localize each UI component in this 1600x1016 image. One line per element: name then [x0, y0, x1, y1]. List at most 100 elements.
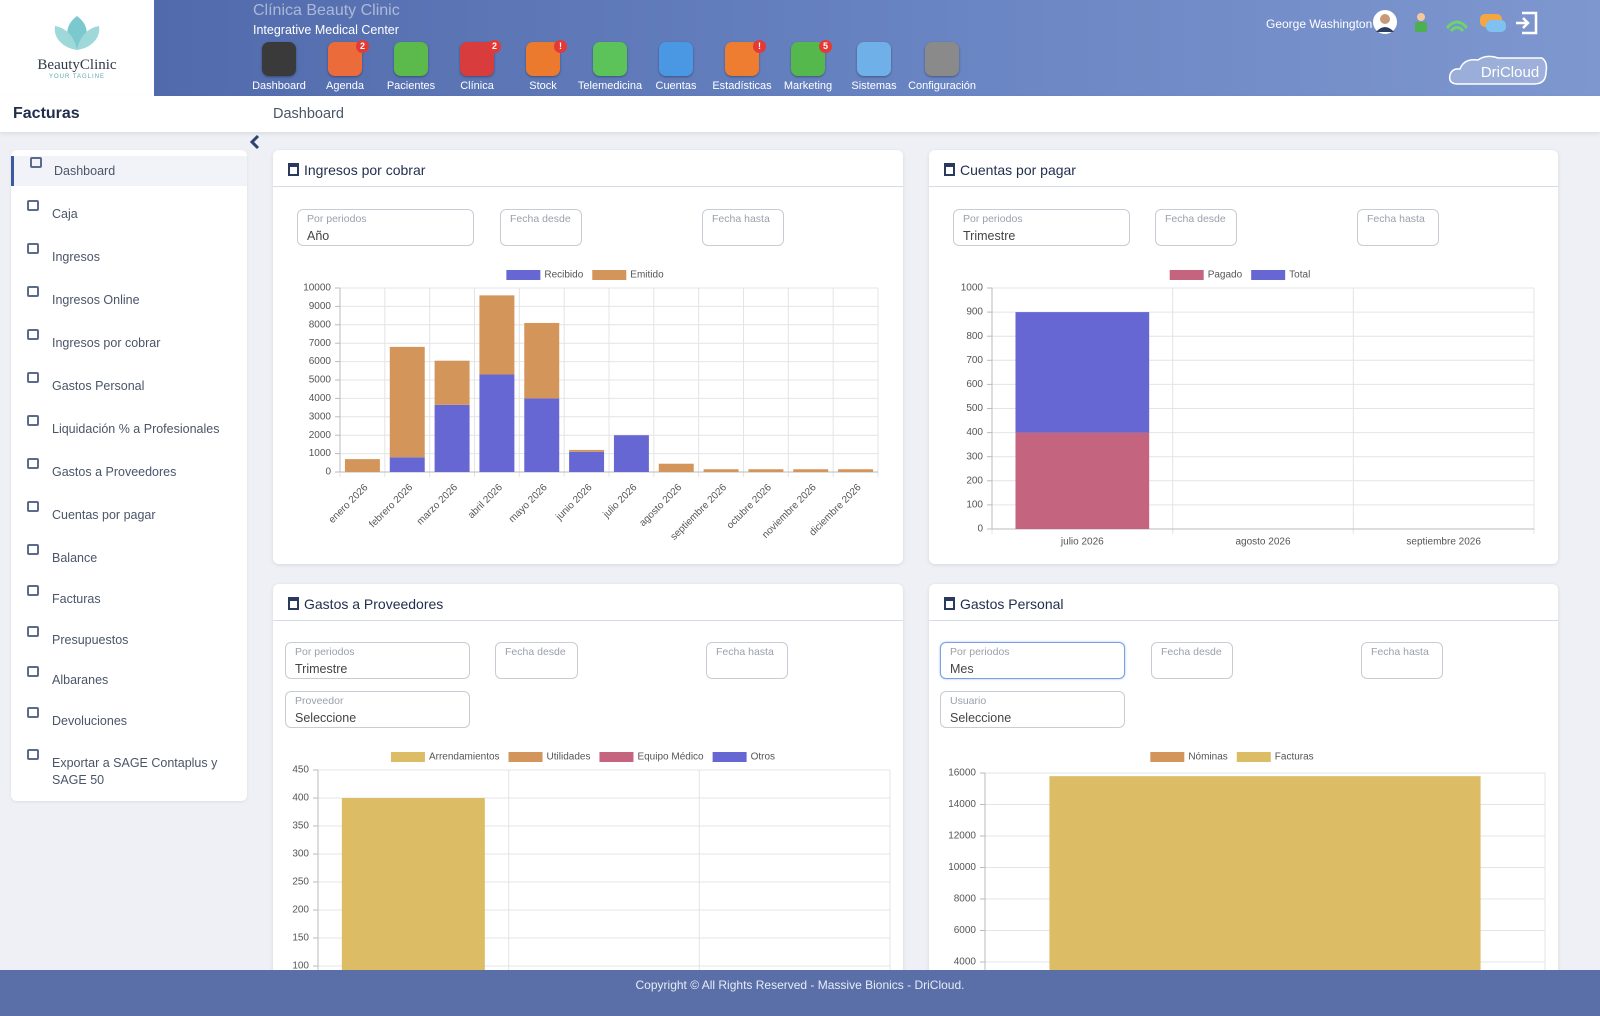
nav-item[interactable]: Dashboard: [244, 42, 314, 92]
card-rule: [929, 186, 1558, 187]
bar-segment: [1015, 312, 1150, 433]
filter-field[interactable]: Proveedor Seleccione: [285, 691, 470, 728]
nav-item[interactable]: 2 Agenda: [310, 40, 380, 92]
sidebar-item[interactable]: Cuentas por pagar: [11, 500, 247, 530]
bar-segment: [434, 404, 470, 472]
nav-label: Stock: [529, 80, 557, 92]
field-value: Seleccione: [950, 711, 1012, 725]
y-tick-label: 16000: [948, 768, 976, 779]
legend-label: Nóminas: [1188, 752, 1227, 763]
nav-icon: [262, 42, 296, 76]
sidebar-icon: [27, 243, 39, 254]
sidebar-label: Gastos Personal: [52, 379, 145, 393]
nav-label: Agenda: [326, 80, 364, 92]
y-tick-label: 800: [966, 331, 983, 342]
sidebar-item[interactable]: Ingresos: [11, 242, 247, 272]
nav-item[interactable]: ! Stock: [508, 40, 578, 92]
logo-icon: [54, 16, 100, 50]
sidebar-item[interactable]: Devoluciones: [11, 706, 247, 736]
user-name[interactable]: George Washington: [1266, 17, 1373, 31]
x-tick-label: agosto 2026: [638, 482, 685, 529]
sidebar-label: Presupuestos: [52, 633, 129, 647]
nav-icon: [925, 42, 959, 76]
sidebar-item[interactable]: Ingresos por cobrar: [11, 328, 247, 358]
sidebar-label: Facturas: [52, 592, 101, 606]
sidebar-label: Exportar a SAGE Contaplus y SAGE 50: [52, 756, 218, 787]
legend-swatch: [599, 752, 634, 762]
filter-field[interactable]: Por periodos Año: [297, 209, 474, 246]
y-tick-label: 4000: [309, 393, 332, 404]
nav-item[interactable]: Configuración: [907, 42, 977, 92]
filter-field[interactable]: Fecha hasta: [706, 642, 788, 679]
field-label: Fecha desde: [1161, 646, 1222, 658]
sidebar-item[interactable]: Gastos a Proveedores: [11, 457, 247, 487]
nav-item[interactable]: 2 Clínica: [442, 40, 512, 92]
y-tick-label: 300: [966, 451, 983, 462]
brand-name: DriCloud: [1481, 64, 1539, 81]
sidebar-item[interactable]: Facturas: [11, 584, 247, 614]
y-tick-label: 2000: [309, 430, 332, 441]
field-label: Usuario: [950, 695, 987, 707]
legend: Recibido Emitido: [506, 270, 664, 281]
logo-tagline: YOUR TAGLINE: [48, 74, 106, 80]
filter-field[interactable]: Fecha desde: [500, 209, 582, 246]
sidebar-item[interactable]: Exportar a SAGE Contaplus y SAGE 50: [11, 748, 247, 794]
card-rule: [273, 620, 903, 621]
filter-field[interactable]: Por periodos Trimestre: [953, 209, 1130, 246]
card-title: Gastos a Proveedores: [304, 596, 444, 612]
filter-field[interactable]: Fecha hasta: [702, 209, 784, 246]
sidebar-item[interactable]: Albaranes: [11, 665, 247, 695]
nav-icon: !: [725, 40, 766, 76]
x-tick-label: marzo 2026: [415, 482, 460, 527]
sidebar-item[interactable]: Presupuestos: [11, 625, 247, 655]
legend-swatch: [508, 752, 543, 762]
legend-label: Otros: [751, 752, 775, 763]
filter-field[interactable]: Fecha hasta: [1361, 642, 1443, 679]
filter-field[interactable]: Fecha desde: [495, 642, 578, 679]
sidebar-item[interactable]: Dashboard: [11, 156, 247, 186]
nav-item[interactable]: Telemedicina: [575, 42, 645, 92]
sidebar-icon: [27, 666, 39, 677]
sidebar-item[interactable]: Caja: [11, 199, 247, 229]
sidebar-item[interactable]: Gastos Personal: [11, 371, 247, 401]
filter-field[interactable]: Por periodos Trimestre: [285, 642, 470, 679]
field-label: Por periodos: [950, 646, 1010, 658]
nav-item[interactable]: 5 Marketing: [773, 40, 843, 92]
sidebar-label: Balance: [52, 551, 98, 565]
nav-icon: !: [526, 40, 567, 76]
field-value: Seleccione: [295, 711, 357, 725]
nav-item[interactable]: Cuentas: [641, 42, 711, 92]
legend-swatch: [712, 752, 747, 762]
bar-segment: [479, 295, 515, 375]
sidebar-label: Cuentas por pagar: [52, 508, 156, 522]
collapse-button[interactable]: [248, 134, 262, 150]
nav-icon: [857, 42, 891, 76]
legend-swatch: [390, 752, 425, 762]
nav-item[interactable]: ! Estadísticas: [707, 40, 777, 92]
sidebar-label: Ingresos: [52, 250, 100, 264]
field-label: Fecha hasta: [716, 646, 774, 658]
y-tick-label: 600: [966, 379, 983, 390]
filter-field[interactable]: Usuario Seleccione: [940, 691, 1125, 728]
bar-segment: [524, 398, 560, 472]
filter-field[interactable]: Fecha hasta: [1357, 209, 1439, 246]
nav-label: Telemedicina: [577, 80, 643, 92]
sidebar: Dashboard Caja Ingresos Ingresos Online Ingr…: [11, 150, 247, 801]
bar-segment: [838, 469, 874, 472]
y-tick-label: 450: [292, 765, 309, 776]
bar-segment: [389, 346, 425, 458]
title-bar: Facturas Dashboard: [0, 96, 1600, 132]
nav-item[interactable]: Pacientes: [376, 42, 446, 92]
sidebar-item[interactable]: Balance: [11, 543, 247, 573]
x-tick-label: septiembre 2026: [1406, 537, 1481, 548]
filter-field[interactable]: Fecha desde: [1151, 642, 1233, 679]
filter-field[interactable]: Fecha desde: [1155, 209, 1237, 246]
chart: 0 1000 2000 3000 4000 5000 6000 7000 8000 9000 100…: [303, 270, 879, 543]
legend-label: Total: [1289, 270, 1310, 281]
sidebar-item[interactable]: Ingresos Online: [11, 285, 247, 315]
nav-item[interactable]: Sistemas: [839, 42, 909, 92]
filter-field[interactable]: Por periodos Mes: [940, 642, 1125, 679]
bar-segment: [524, 322, 560, 399]
sidebar-item[interactable]: Liquidación % a Profesionales: [11, 414, 247, 444]
legend-swatch: [506, 270, 541, 280]
